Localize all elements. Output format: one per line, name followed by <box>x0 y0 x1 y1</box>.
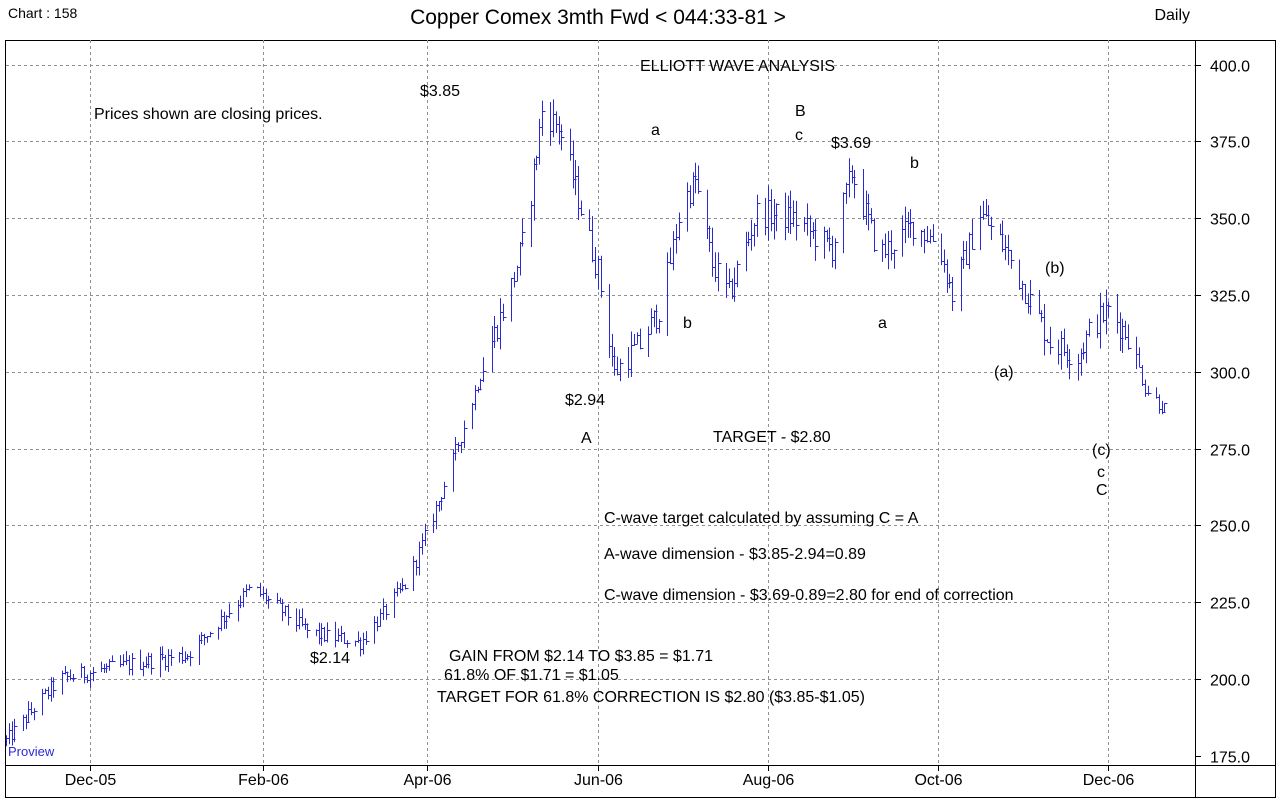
y-tick-label: 325.0 <box>1210 289 1250 306</box>
annotation-label: c <box>1097 464 1105 481</box>
annotation-label: (b) <box>1045 260 1065 277</box>
annotation-label: a <box>651 122 660 139</box>
outer-frame <box>5 40 1276 798</box>
annotation-label: C-wave dimension - $3.69-0.89=2.80 for e… <box>604 587 1014 604</box>
y-tick-label: 350.0 <box>1210 212 1250 229</box>
chart-title: Copper Comex 3mth Fwd < 044:33-81 > <box>410 6 786 29</box>
y-tick-label: 375.0 <box>1210 135 1250 152</box>
annotation-label: GAIN FROM $2.14 TO $3.85 = $1.71 <box>449 648 713 665</box>
annotation-label: (a) <box>994 364 1014 381</box>
x-tick-label: Feb-06 <box>238 772 289 789</box>
annotation-label: A-wave dimension - $3.85-2.94=0.89 <box>604 546 866 563</box>
x-tick-label: Dec-06 <box>1083 772 1135 789</box>
annotation-label: C-wave target calculated by assuming C =… <box>604 510 919 527</box>
annotation-label: $2.94 <box>565 392 605 409</box>
chart-number: Chart : 158 <box>8 5 77 21</box>
annotation-label: a <box>878 315 887 332</box>
period-label: Daily <box>1154 7 1190 24</box>
y-tick-label: 300.0 <box>1210 366 1250 383</box>
annotation-label: (c) <box>1092 442 1111 459</box>
x-tick-label: Dec-05 <box>65 772 117 789</box>
x-tick-label: Oct-06 <box>914 772 962 789</box>
x-tick-label: Jun-06 <box>574 772 623 789</box>
annotation-label: b <box>910 155 919 172</box>
annotation-label: b <box>683 315 692 332</box>
y-tick-label: 200.0 <box>1210 673 1250 690</box>
annotation-label: TARGET FOR 61.8% CORRECTION IS $2.80 ($3… <box>437 689 865 706</box>
watermark-label: Proview <box>8 744 55 759</box>
y-tick-label: 175.0 <box>1210 750 1250 767</box>
annotation-label: $3.69 <box>831 135 871 152</box>
x-tick-label: Aug-06 <box>743 772 795 789</box>
annotation-label: Prices shown are closing prices. <box>94 106 323 123</box>
price-bars <box>6 99 1168 747</box>
y-tick-label: 250.0 <box>1210 519 1250 536</box>
x-tick-label: Apr-06 <box>403 772 451 789</box>
annotation-label: TARGET - $2.80 <box>713 429 831 446</box>
annotation-label: ELLIOTT WAVE ANALYSIS <box>640 58 835 75</box>
annotation-label: c <box>795 127 803 144</box>
annotation-label: B <box>795 103 806 120</box>
annotation-label: C <box>1096 482 1108 499</box>
annotation-label: $2.14 <box>310 650 350 667</box>
annotation-label: A <box>581 430 592 447</box>
y-tick-label: 225.0 <box>1210 596 1250 613</box>
y-tick-label: 275.0 <box>1210 443 1250 460</box>
y-tick-label: 400.0 <box>1210 59 1250 76</box>
annotation-label: 61.8% OF $1.71 = $1.05 <box>444 667 619 684</box>
annotation-label: $3.85 <box>420 83 460 100</box>
